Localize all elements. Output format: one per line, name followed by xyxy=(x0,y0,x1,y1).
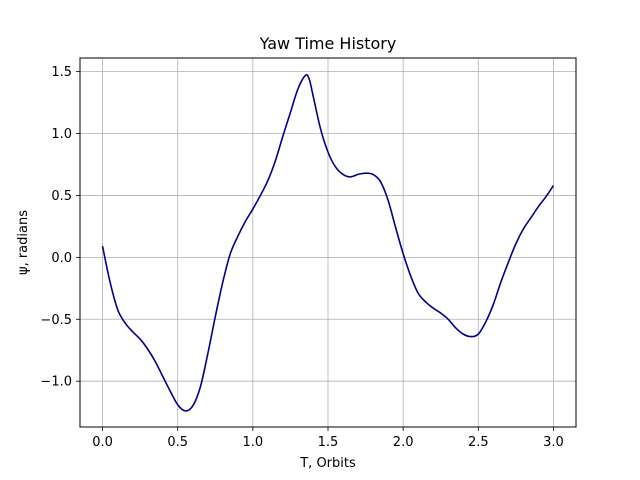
x-tick-label: 2.0 xyxy=(393,435,414,450)
y-tick-label: 0.0 xyxy=(51,251,72,266)
series-line xyxy=(101,73,555,412)
x-tick-label: 1.5 xyxy=(318,435,339,450)
y-axis-label: ψ, radians xyxy=(16,210,31,275)
x-tick-label: 1.0 xyxy=(243,435,264,450)
grid-layer xyxy=(80,58,576,427)
x-axis-label: T, Orbits xyxy=(299,456,356,471)
tick-layer: 0.0 0.5 1.0 1.5 2.0 2.5 3.0 −1.0 −0.5 0.0 0.5 1.0 1.… xyxy=(40,65,563,450)
y-tick-label: −0.5 xyxy=(40,313,72,328)
x-tick-label: 0.5 xyxy=(167,435,188,450)
y-tick-label: 1.5 xyxy=(51,65,72,80)
data-layer xyxy=(101,73,555,412)
x-tick-label: 3.0 xyxy=(543,435,564,450)
x-tick-label: 0.0 xyxy=(92,435,113,450)
x-tick-label: 2.5 xyxy=(468,435,489,450)
y-tick-label: 1.0 xyxy=(51,127,72,142)
y-tick-label: −1.0 xyxy=(40,375,72,390)
chart-title: Yaw Time History xyxy=(259,34,397,53)
y-tick-label: 0.5 xyxy=(51,189,72,204)
